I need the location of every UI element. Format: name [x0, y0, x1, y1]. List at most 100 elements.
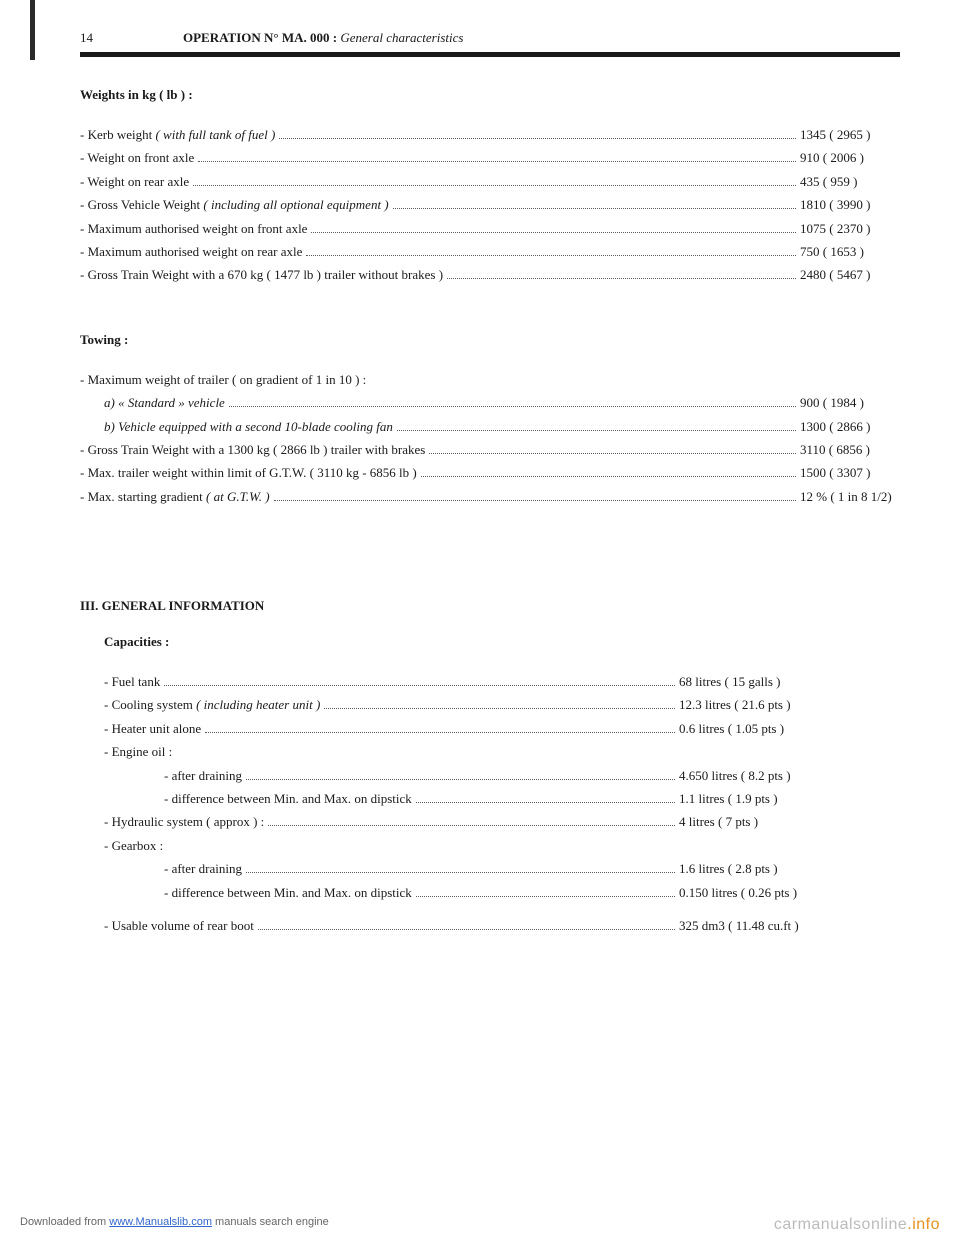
weight-row: - Kerb weight ( with full tank of fuel )…	[80, 123, 900, 146]
weight-value: 2480 ( 5467 )	[800, 263, 900, 286]
capacity-value: 0.150 litres ( 0.26 pts )	[679, 881, 844, 904]
manual-page: 14 OPERATION N° MA. 000 : General charac…	[0, 0, 960, 957]
page-footer: Downloaded from www.Manualslib.com manua…	[20, 1216, 940, 1234]
leader-dots	[306, 255, 796, 256]
capacity-value: 4 litres ( 7 pts )	[679, 810, 844, 833]
weight-label: - Gross Train Weight with a 670 kg ( 147…	[80, 263, 443, 286]
capacity-row-nodots: - Gearbox :	[104, 834, 900, 857]
capacity-row: - difference between Min. and Max. on di…	[104, 787, 844, 810]
capacity-row: - difference between Min. and Max. on di…	[104, 881, 844, 904]
towing-heading: Towing :	[80, 332, 900, 348]
capacity-row-nodots: - Engine oil :	[104, 740, 900, 763]
weight-value: 750 ( 1653 )	[800, 240, 900, 263]
leader-dots	[416, 896, 675, 897]
footer-prefix: Downloaded from	[20, 1216, 109, 1228]
capacities-block: - Fuel tank 68 litres ( 15 galls ) - Coo…	[80, 670, 900, 937]
capacity-value: 325 dm3 ( 11.48 cu.ft )	[679, 914, 844, 937]
footer-suffix: manuals search engine	[212, 1216, 329, 1228]
towing-row: a) « Standard » vehicle 900 ( 1984 )	[80, 391, 900, 414]
weight-value: 910 ( 2006 )	[800, 146, 900, 169]
capacity-label: - Heater unit alone	[104, 717, 201, 740]
footer-left: Downloaded from www.Manualslib.com manua…	[20, 1216, 329, 1234]
leader-dots	[205, 732, 675, 733]
leader-dots	[279, 138, 796, 139]
capacity-label: - Cooling system ( including heater unit…	[104, 693, 320, 716]
header-rule	[80, 52, 900, 57]
capacity-value: 68 litres ( 15 galls )	[679, 670, 844, 693]
leader-dots	[246, 779, 675, 780]
leader-dots	[268, 825, 675, 826]
watermark-accent: .info	[907, 1216, 940, 1233]
capacity-label: - difference between Min. and Max. on di…	[164, 787, 412, 810]
leader-dots	[229, 406, 796, 407]
weight-row: - Gross Vehicle Weight ( including all o…	[80, 193, 900, 216]
leader-dots	[246, 872, 675, 873]
towing-label: a) « Standard » vehicle	[104, 391, 225, 414]
weight-row: - Maximum authorised weight on rear axle…	[80, 240, 900, 263]
capacity-value: 4.650 litres ( 8.2 pts )	[679, 764, 844, 787]
leader-dots	[193, 185, 796, 186]
towing-row: - Gross Train Weight with a 1300 kg ( 28…	[80, 438, 900, 461]
leader-dots	[274, 500, 796, 501]
towing-intro: - Maximum weight of trailer ( on gradien…	[80, 368, 900, 391]
leader-dots	[421, 476, 796, 477]
weight-value: 1075 ( 2370 )	[800, 217, 900, 240]
general-info-heading: III. GENERAL INFORMATION	[80, 598, 900, 614]
left-margin-bar	[30, 0, 35, 60]
capacity-label: - after draining	[164, 764, 242, 787]
capacity-value: 1.6 litres ( 2.8 pts )	[679, 857, 844, 880]
leader-dots	[311, 232, 796, 233]
page-number: 14	[80, 30, 93, 46]
capacity-row: - after draining 1.6 litres ( 2.8 pts )	[104, 857, 844, 880]
leader-dots	[258, 929, 675, 930]
weight-row: - Weight on front axle 910 ( 2006 )	[80, 146, 900, 169]
towing-value: 3110 ( 6856 )	[800, 438, 900, 461]
capacity-label: - Fuel tank	[104, 670, 160, 693]
footer-right: carmanualsonline.info	[774, 1216, 940, 1234]
title-bold: OPERATION N° MA. 000 :	[183, 30, 340, 45]
weight-row: - Gross Train Weight with a 670 kg ( 147…	[80, 263, 900, 286]
towing-row: b) Vehicle equipped with a second 10-bla…	[80, 415, 900, 438]
page-header: 14 OPERATION N° MA. 000 : General charac…	[80, 30, 900, 46]
leader-dots	[447, 278, 796, 279]
leader-dots	[393, 208, 796, 209]
weight-label: - Gross Vehicle Weight ( including all o…	[80, 193, 389, 216]
capacity-label: - after draining	[164, 857, 242, 880]
capacity-value: 1.1 litres ( 1.9 pts )	[679, 787, 844, 810]
weight-value: 1810 ( 3990 )	[800, 193, 900, 216]
leader-dots	[429, 453, 796, 454]
weight-label: - Weight on front axle	[80, 146, 194, 169]
towing-row: - Max. starting gradient ( at G.T.W. ) 1…	[80, 485, 900, 508]
towing-value: 1300 ( 2866 )	[800, 415, 900, 438]
towing-value: 900 ( 1984 )	[800, 391, 900, 414]
capacities-heading: Capacities :	[80, 634, 900, 650]
towing-label: - Max. trailer weight within limit of G.…	[80, 461, 417, 484]
capacity-row: - Usable volume of rear boot 325 dm3 ( 1…	[104, 914, 844, 937]
leader-dots	[397, 430, 796, 431]
leader-dots	[324, 708, 675, 709]
footer-link[interactable]: www.Manualslib.com	[109, 1216, 212, 1228]
weight-label: - Weight on rear axle	[80, 170, 189, 193]
capacity-label: - Usable volume of rear boot	[104, 914, 254, 937]
weight-value: 1345 ( 2965 )	[800, 123, 900, 146]
towing-value: 1500 ( 3307 )	[800, 461, 900, 484]
watermark-main: carmanualsonline	[774, 1216, 907, 1233]
weight-label: - Kerb weight ( with full tank of fuel )	[80, 123, 275, 146]
weight-row: - Weight on rear axle 435 ( 959 )	[80, 170, 900, 193]
towing-value: 12 % ( 1 in 8 1/2)	[800, 485, 900, 508]
weight-label: - Maximum authorised weight on rear axle	[80, 240, 302, 263]
capacity-row: - Cooling system ( including heater unit…	[104, 693, 844, 716]
capacity-label: - difference between Min. and Max. on di…	[164, 881, 412, 904]
capacity-row: - after draining 4.650 litres ( 8.2 pts …	[104, 764, 844, 787]
towing-label: - Max. starting gradient ( at G.T.W. )	[80, 485, 270, 508]
weight-label: - Maximum authorised weight on front axl…	[80, 217, 307, 240]
weights-heading: Weights in kg ( lb ) :	[80, 87, 900, 103]
capacity-value: 0.6 litres ( 1.05 pts )	[679, 717, 844, 740]
capacity-value: 12.3 litres ( 21.6 pts )	[679, 693, 844, 716]
capacity-row: - Hydraulic system ( approx ) : 4 litres…	[104, 810, 844, 833]
towing-row: - Max. trailer weight within limit of G.…	[80, 461, 900, 484]
towing-label: - Gross Train Weight with a 1300 kg ( 28…	[80, 438, 425, 461]
capacity-label: - Hydraulic system ( approx ) :	[104, 810, 264, 833]
weight-value: 435 ( 959 )	[800, 170, 900, 193]
weight-row: - Maximum authorised weight on front axl…	[80, 217, 900, 240]
